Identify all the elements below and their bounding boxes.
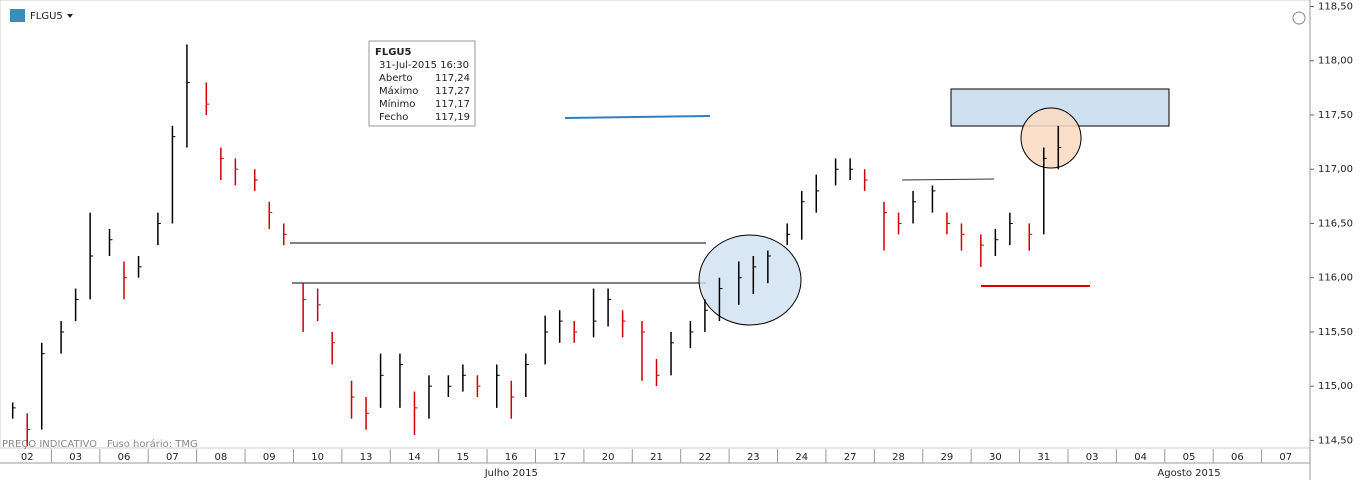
- annotation-circle: [1020, 107, 1082, 169]
- info-value: 117,24: [435, 73, 470, 84]
- y-tick-label: 118,00: [1318, 56, 1353, 67]
- y-tick-label: 118,50: [1318, 2, 1353, 13]
- y-tick-label: 115,00: [1318, 381, 1353, 392]
- x-tick-label: 22: [699, 452, 712, 463]
- annotation-line: [564, 115, 711, 119]
- y-tick-label: 116,00: [1318, 273, 1353, 284]
- y-tick-label: 115,50: [1318, 327, 1353, 338]
- y-tick-label: 114,50: [1318, 435, 1353, 446]
- info-label: Fecho: [379, 112, 408, 123]
- y-tick-label: 116,50: [1318, 218, 1353, 229]
- dropdown-arrow[interactable]: [67, 14, 73, 18]
- x-tick-label: 05: [1183, 452, 1196, 463]
- info-value: 117,27: [435, 86, 470, 97]
- x-tick-label: 04: [1134, 452, 1147, 463]
- y-tick-label: 117,00: [1318, 164, 1353, 175]
- footer-tz: Fuso horário: TMG: [107, 438, 198, 450]
- clock-icon[interactable]: [1292, 11, 1306, 25]
- x-tick-label: 07: [1279, 452, 1292, 463]
- x-tick-label: 03: [69, 452, 82, 463]
- info-datetime: 31-Jul-2015 16:30: [379, 60, 469, 71]
- x-tick-label: 30: [989, 452, 1002, 463]
- info-title: FLGU5: [375, 47, 412, 58]
- x-tick-label: 16: [505, 452, 518, 463]
- symbol-icon: [10, 9, 25, 22]
- annotation-circle: [698, 234, 802, 326]
- x-tick-label: 29: [941, 452, 954, 463]
- x-tick-label: 14: [408, 452, 421, 463]
- x-tick-label: 20: [602, 452, 615, 463]
- info-label: Mínimo: [379, 98, 415, 110]
- x-tick-label: 10: [311, 452, 324, 463]
- plot-area: [0, 0, 1311, 449]
- x-tick-label: 09: [263, 452, 276, 463]
- bars: [11, 44, 1062, 446]
- x-axis: [0, 449, 1310, 480]
- x-tick-label: 02: [21, 452, 34, 463]
- x-tick-label: 23: [747, 452, 760, 463]
- x-tick-label: 06: [1231, 452, 1244, 463]
- x-tick-label: 21: [650, 452, 663, 463]
- x-tick-label: 13: [360, 452, 373, 463]
- x-tick-label: 15: [457, 452, 470, 463]
- x-tick-label: 28: [892, 452, 905, 463]
- month-label: Agosto 2015: [1157, 468, 1220, 479]
- x-tick-label: 03: [1086, 452, 1099, 463]
- footer: PREÇO INDICATIVO: [2, 439, 97, 450]
- symbol: FLGU5: [30, 11, 63, 22]
- x-tick-label: 31: [1037, 452, 1050, 463]
- annotation-line: [901, 178, 995, 181]
- info-label: Máximo: [379, 85, 418, 97]
- info-rows: Aberto 117,24 Máximo 117,27 Mínimo 117,17 Fech…: [379, 73, 470, 123]
- x-tick-label: 06: [118, 452, 131, 463]
- month-label: Julho 2015: [484, 468, 538, 479]
- info-value: 117,17: [435, 99, 470, 110]
- x-tick-label: 17: [553, 452, 566, 463]
- info-label: Aberto: [379, 73, 413, 84]
- x-tick-label: 24: [795, 452, 808, 463]
- x-tick-label: 07: [166, 452, 179, 463]
- y-tick-label: 117,50: [1318, 110, 1353, 121]
- info-value: 117,19: [435, 112, 470, 123]
- info-box: FLGU5 31-Jul-2015 16:30 Aberto 117,24 Máxi…: [368, 40, 476, 127]
- x-tick-label: 08: [214, 452, 227, 463]
- x-tick-label: 27: [844, 452, 857, 463]
